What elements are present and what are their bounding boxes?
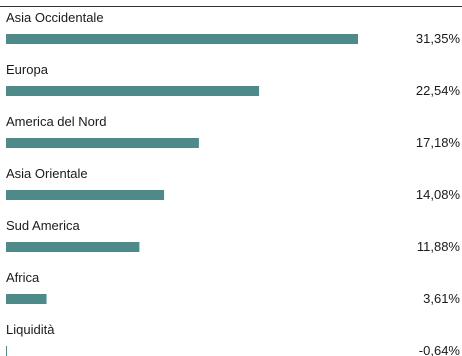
value-label: 14,08% [416, 187, 461, 202]
value-label: 17,18% [416, 135, 461, 150]
bar [6, 242, 140, 252]
bar [6, 294, 47, 304]
value-label: 31,35% [416, 31, 461, 46]
category-label: Sud America [6, 218, 80, 233]
category-label: Europa [6, 62, 49, 77]
bar [6, 138, 199, 148]
bar [6, 190, 165, 200]
value-label: 22,54% [416, 83, 461, 98]
bar [6, 34, 358, 44]
category-label: Liquidità [6, 322, 55, 337]
bar [6, 86, 260, 96]
value-label: 3,61% [423, 291, 460, 306]
value-label: 11,88% [417, 239, 461, 254]
category-label: Asia Occidentale [6, 10, 104, 25]
value-label: -0,64% [419, 343, 461, 356]
top-rule [0, 6, 462, 7]
category-label: America del Nord [6, 114, 106, 129]
category-label: Africa [6, 270, 40, 285]
category-label: Asia Orientale [6, 166, 88, 181]
bar [6, 346, 7, 356]
